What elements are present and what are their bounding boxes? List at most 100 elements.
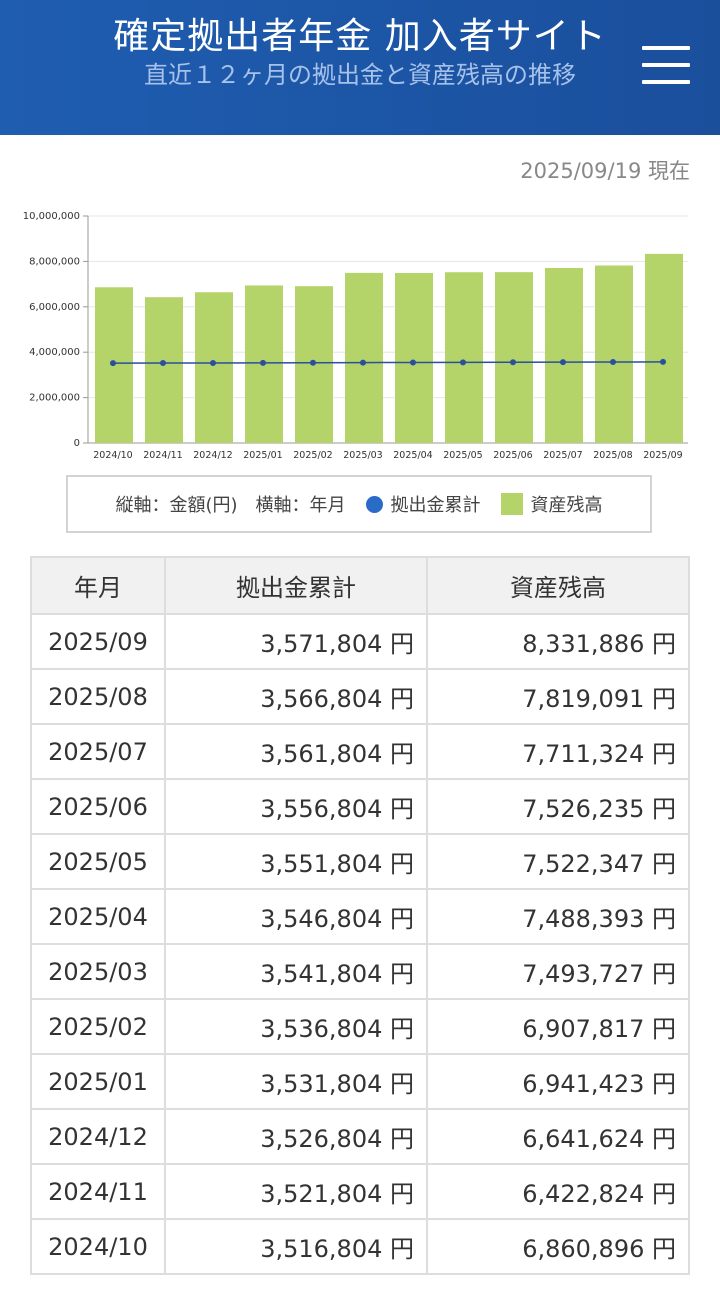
legend-square-icon bbox=[500, 493, 523, 515]
table-row: 2025/08 3,566,804 円 7,819,091 円 bbox=[30, 668, 690, 725]
contribution-point bbox=[210, 359, 216, 366]
hamburger-menu-button[interactable] bbox=[640, 44, 692, 86]
bar-balance bbox=[645, 253, 683, 443]
row-month: 2025/01 bbox=[30, 1053, 166, 1110]
col-header-balance: 資産残高 bbox=[426, 556, 690, 615]
table-row: 2025/07 3,561,804 円 7,711,324 円 bbox=[30, 723, 690, 780]
history-table: 年月 拠出金累計 資産残高 2025/09 3,571,804 円 8,331,88… bbox=[30, 556, 690, 1275]
row-balance: 8,331,886 円 bbox=[426, 613, 690, 670]
menu-line-icon bbox=[642, 63, 690, 67]
x-tick-label: 2025/07 bbox=[543, 450, 582, 461]
x-tick-label: 2025/04 bbox=[393, 450, 432, 461]
bar-balance bbox=[145, 297, 183, 443]
legend-contribution: 拠出金累計 bbox=[365, 491, 481, 517]
row-contribution: 3,536,804 円 bbox=[164, 998, 428, 1055]
row-month: 2025/09 bbox=[30, 613, 166, 670]
bar-balance bbox=[495, 272, 533, 443]
row-month: 2025/05 bbox=[30, 833, 166, 890]
y-tick-label: 8,000,000 bbox=[29, 256, 80, 267]
row-contribution: 3,571,804 円 bbox=[164, 613, 428, 670]
bar-balance bbox=[195, 292, 233, 443]
row-month: 2024/12 bbox=[30, 1108, 166, 1165]
bar-balance bbox=[445, 272, 483, 443]
legend-balance: 資産残高 bbox=[500, 491, 603, 517]
y-tick-label: 2,000,000 bbox=[29, 393, 80, 404]
contribution-point bbox=[660, 358, 666, 365]
contribution-point bbox=[310, 359, 316, 366]
row-contribution: 3,516,804 円 bbox=[164, 1218, 428, 1275]
col-header-month: 年月 bbox=[30, 556, 166, 615]
row-contribution: 3,566,804 円 bbox=[164, 668, 428, 725]
x-tick-label: 2025/05 bbox=[443, 450, 482, 461]
menu-line-icon bbox=[642, 46, 690, 50]
row-month: 2025/04 bbox=[30, 888, 166, 945]
row-balance: 6,860,896 円 bbox=[426, 1218, 690, 1275]
table-row: 2025/05 3,551,804 円 7,522,347 円 bbox=[30, 833, 690, 890]
row-balance: 7,526,235 円 bbox=[426, 778, 690, 835]
y-tick-label: 6,000,000 bbox=[29, 302, 80, 313]
row-balance: 6,641,624 円 bbox=[426, 1108, 690, 1165]
col-header-contribution: 拠出金累計 bbox=[164, 556, 428, 615]
table-row: 2025/02 3,536,804 円 6,907,817 円 bbox=[30, 998, 690, 1055]
contribution-point bbox=[610, 359, 616, 366]
table-row: 2024/10 3,516,804 円 6,860,896 円 bbox=[30, 1218, 690, 1275]
balance-chart: 0 2,000,000 4,000,000 6,000,000 8,000,000 10,… bbox=[0, 200, 720, 470]
menu-line-icon bbox=[642, 80, 690, 84]
x-tick-label: 2025/01 bbox=[243, 450, 282, 461]
y-tick-label: 10,000,000 bbox=[23, 211, 80, 222]
row-contribution: 3,521,804 円 bbox=[164, 1163, 428, 1220]
bar-balance bbox=[545, 267, 583, 443]
row-balance: 6,907,817 円 bbox=[426, 998, 690, 1055]
row-contribution: 3,546,804 円 bbox=[164, 888, 428, 945]
contribution-point bbox=[460, 359, 466, 366]
y-tick-label: 4,000,000 bbox=[29, 347, 80, 358]
row-month: 2024/11 bbox=[30, 1163, 166, 1220]
row-balance: 7,819,091 円 bbox=[426, 668, 690, 725]
row-contribution: 3,541,804 円 bbox=[164, 943, 428, 1000]
contribution-point bbox=[110, 360, 116, 367]
table-row: 2025/01 3,531,804 円 6,941,423 円 bbox=[30, 1053, 690, 1110]
page-subtitle: 直近１２ヶ月の拠出金と資産残高の推移 bbox=[144, 61, 576, 89]
row-balance: 7,488,393 円 bbox=[426, 888, 690, 945]
site-title: 確定拠出者年金 加入者サイト bbox=[113, 16, 607, 57]
row-month: 2024/10 bbox=[30, 1218, 166, 1275]
row-contribution: 3,556,804 円 bbox=[164, 778, 428, 835]
row-balance: 7,711,324 円 bbox=[426, 723, 690, 780]
x-tick-label: 2024/11 bbox=[143, 450, 182, 461]
x-tick-label: 2025/08 bbox=[593, 450, 632, 461]
table-row: 2025/04 3,546,804 円 7,488,393 円 bbox=[30, 888, 690, 945]
contribution-point bbox=[410, 359, 416, 366]
table-header-row: 年月 拠出金累計 資産残高 bbox=[30, 556, 690, 615]
legend-axes-note: 縦軸：金額(円) 横軸：年月 bbox=[115, 495, 346, 516]
legend-balance-label: 資産残高 bbox=[530, 495, 603, 516]
row-balance: 6,422,824 円 bbox=[426, 1163, 690, 1220]
row-balance: 7,493,727 円 bbox=[426, 943, 690, 1000]
row-contribution: 3,531,804 円 bbox=[164, 1053, 428, 1110]
chart-legend: 縦軸：金額(円) 横軸：年月 拠出金累計 資産残高 bbox=[66, 475, 652, 533]
x-tick-label: 2024/12 bbox=[193, 450, 232, 461]
as-of-date: 2025/09/19 現在 bbox=[520, 159, 690, 183]
x-tick-label: 2025/02 bbox=[293, 450, 332, 461]
legend-contribution-label: 拠出金累計 bbox=[390, 495, 481, 516]
row-contribution: 3,526,804 円 bbox=[164, 1108, 428, 1165]
contribution-point bbox=[160, 360, 166, 367]
legend-dot-icon bbox=[365, 495, 383, 513]
row-balance: 6,941,423 円 bbox=[426, 1053, 690, 1110]
bar-balance bbox=[345, 272, 383, 443]
x-tick-label: 2025/03 bbox=[343, 450, 382, 461]
row-balance: 7,522,347 円 bbox=[426, 833, 690, 890]
row-month: 2025/03 bbox=[30, 943, 166, 1000]
table-row: 2025/06 3,556,804 円 7,526,235 円 bbox=[30, 778, 690, 835]
bar-balance bbox=[395, 273, 433, 443]
app-header: 確定拠出者年金 加入者サイト 直近１２ヶ月の拠出金と資産残高の推移 bbox=[0, 0, 720, 135]
chart-svg: 0 2,000,000 4,000,000 6,000,000 8,000,000 10,… bbox=[23, 211, 688, 461]
contribution-point bbox=[360, 359, 366, 366]
contribution-point bbox=[560, 359, 566, 366]
row-contribution: 3,551,804 円 bbox=[164, 833, 428, 890]
table-row: 2024/12 3,526,804 円 6,641,624 円 bbox=[30, 1108, 690, 1165]
contribution-line bbox=[112, 361, 664, 364]
row-month: 2025/06 bbox=[30, 778, 166, 835]
row-month: 2025/08 bbox=[30, 668, 166, 725]
bar-balance bbox=[595, 265, 633, 443]
contribution-point bbox=[510, 359, 516, 366]
